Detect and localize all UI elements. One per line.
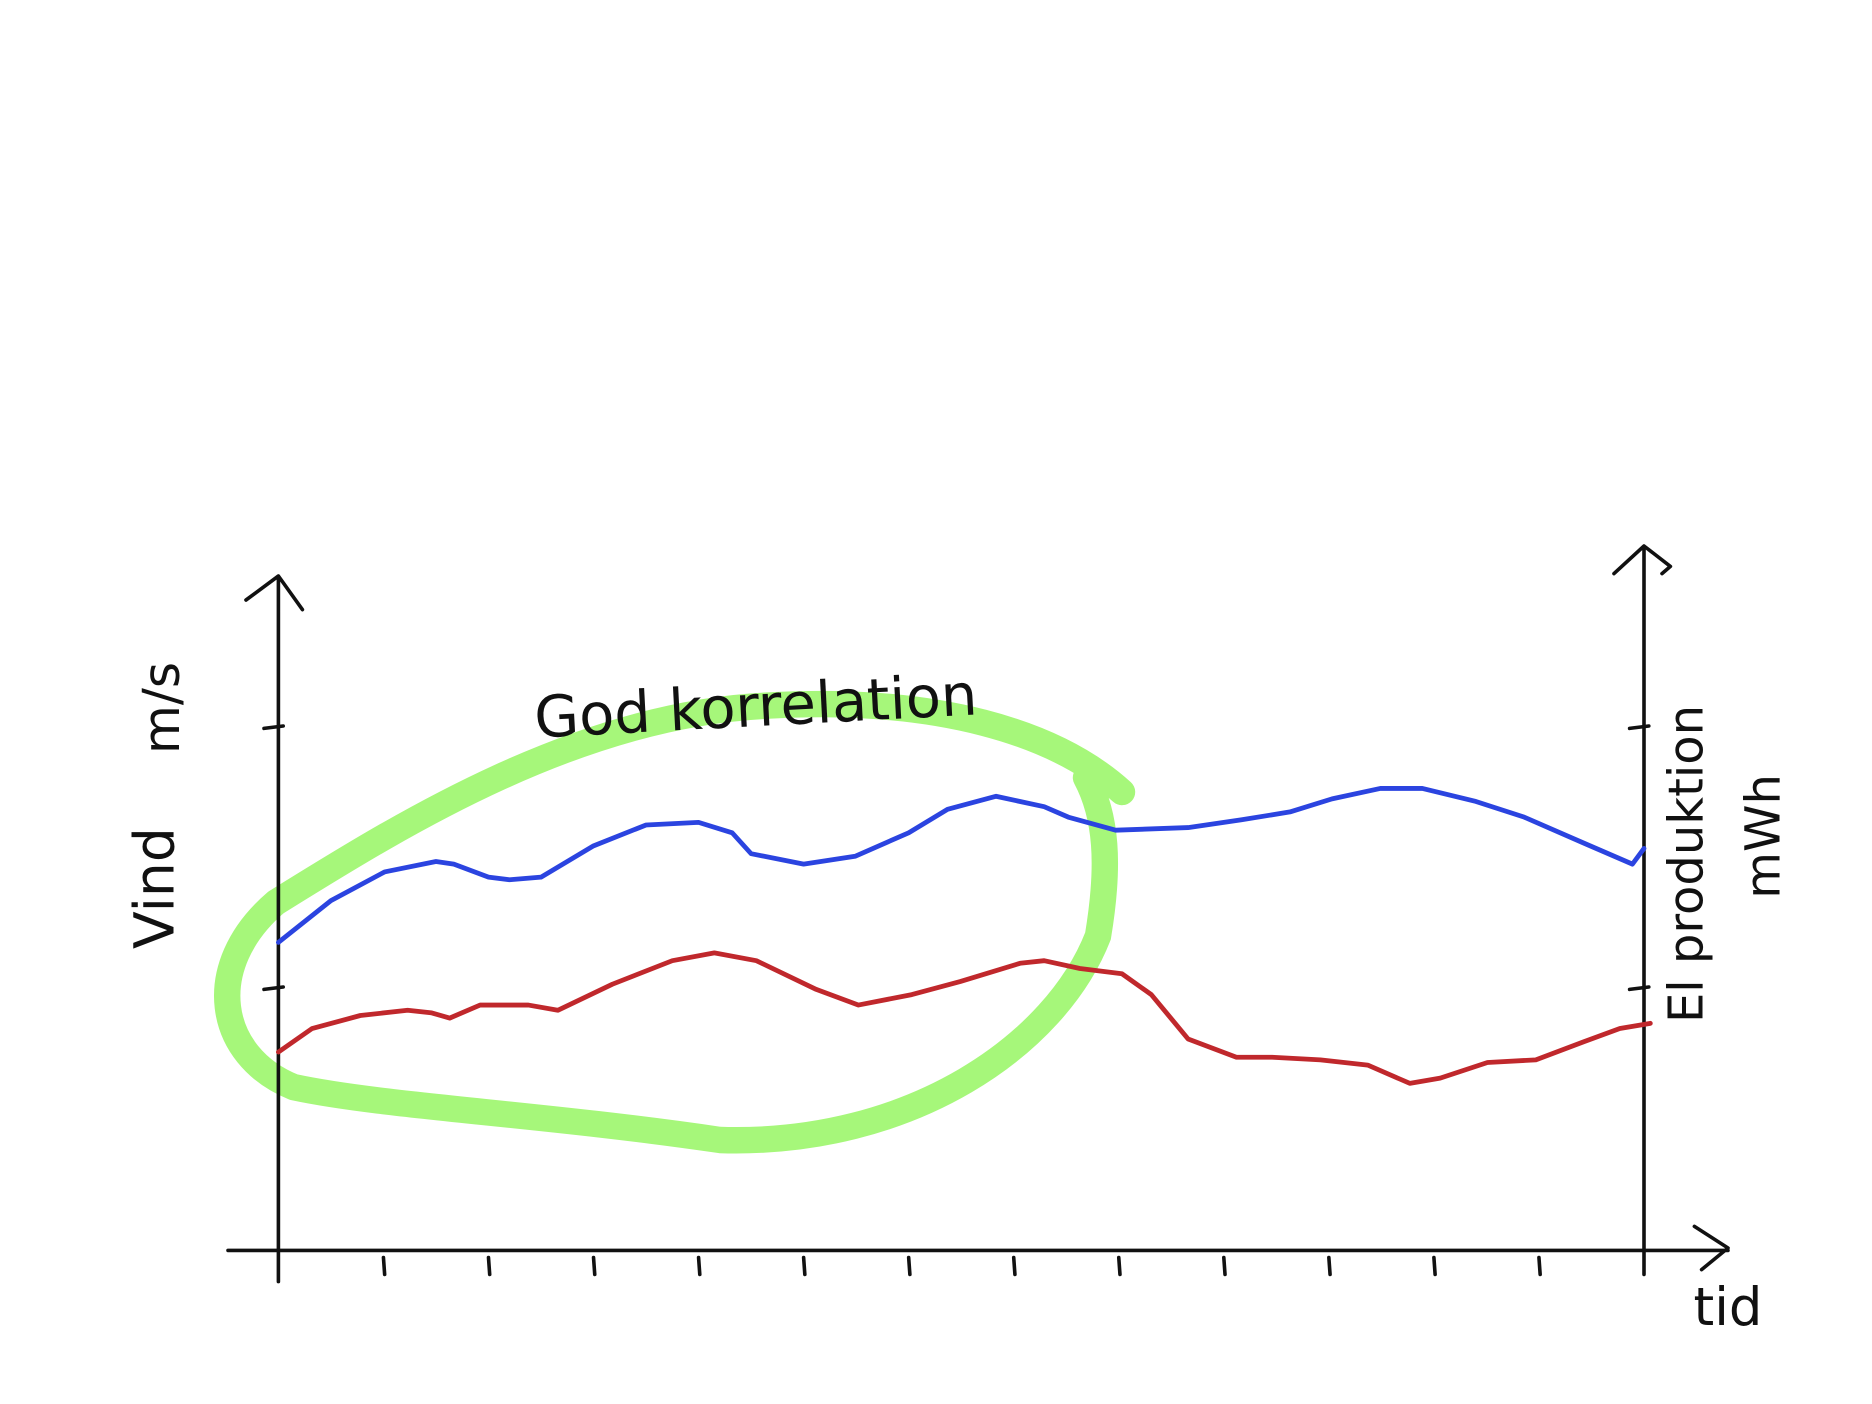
x-tick xyxy=(381,1255,387,1277)
x-tick xyxy=(801,1255,807,1277)
y2-axis-label: El produktion xyxy=(1659,705,1715,1023)
correlation-highlight xyxy=(214,690,1136,1154)
y2-axis-unit: mWh xyxy=(1735,774,1791,899)
y-axis xyxy=(244,574,305,1284)
annotation: God korrelation xyxy=(533,661,979,751)
line-series xyxy=(276,786,1647,945)
y-tick xyxy=(262,985,285,992)
x-tick xyxy=(1116,1255,1122,1277)
x-tick xyxy=(696,1255,702,1277)
x-tick xyxy=(1432,1255,1437,1277)
line-series xyxy=(276,950,1653,1086)
y-axis-label: Vind xyxy=(124,827,188,949)
y2-tick xyxy=(1627,985,1651,992)
x-tick xyxy=(1222,1255,1227,1277)
x-axis-label: tid xyxy=(1694,1277,1763,1338)
x-tick xyxy=(1327,1255,1332,1277)
x-tick xyxy=(591,1255,597,1277)
x-tick xyxy=(1537,1255,1542,1277)
x-tick xyxy=(906,1255,912,1277)
y2-tick xyxy=(1627,724,1651,731)
x-tick xyxy=(486,1255,492,1277)
y-tick xyxy=(262,724,285,731)
x-axis xyxy=(226,1224,1730,1272)
x-tick xyxy=(1011,1255,1017,1277)
y2-axis xyxy=(1612,544,1673,1277)
y-axis-unit: m/s xyxy=(132,662,191,754)
